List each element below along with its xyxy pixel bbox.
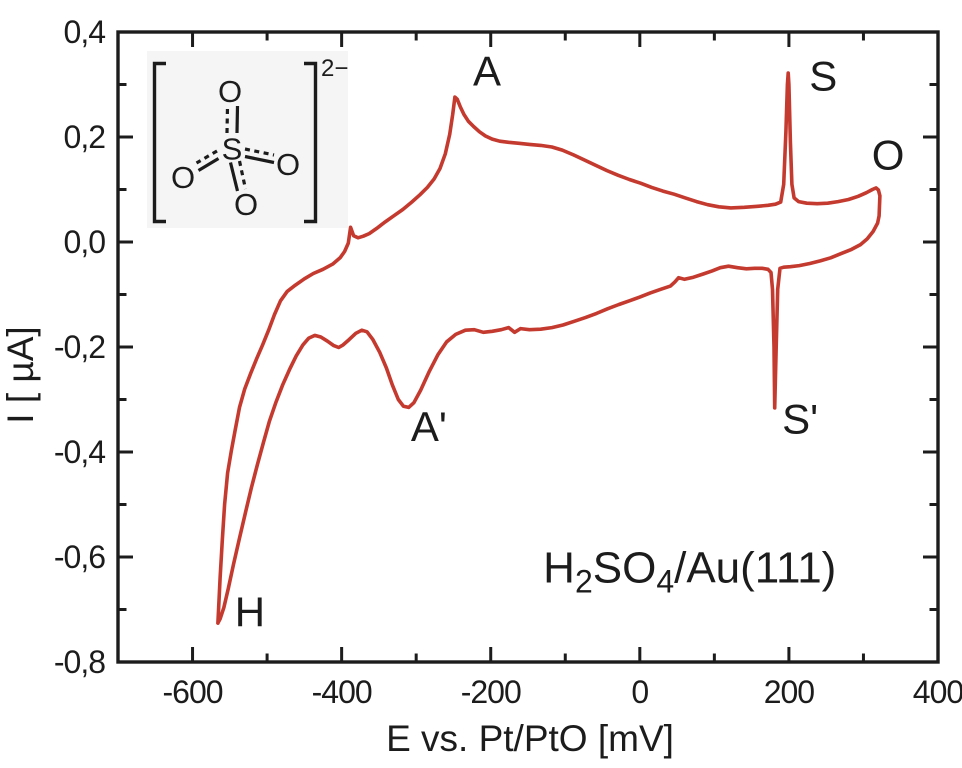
sample-label: H2SO4/Au(111): [543, 544, 836, 600]
y-tick-label: 0,2: [64, 119, 106, 155]
bond-s-o-left-dashed: [195, 149, 218, 165]
y-tick-label: 0,0: [64, 224, 106, 260]
sample-label-group: H2SO4/Au(111): [543, 544, 836, 600]
x-tick-label: -200: [461, 674, 521, 710]
x-tick-label: -600: [163, 674, 223, 710]
bond-s-o-right-dashed: [244, 147, 275, 157]
bond-s-o-top-solid: [235, 105, 240, 134]
bracket-left: [152, 61, 166, 224]
x-axis-title: E vs. Pt/PtO [mV]: [386, 718, 674, 759]
peak-labels: A SOS'A'H: [235, 47, 905, 635]
bond-s-o-top-dashed: [225, 105, 230, 134]
x-tick-label: 400: [913, 674, 962, 710]
charge-label: 2−: [321, 55, 348, 82]
x-tick-label: 0: [631, 674, 648, 710]
x-tick-labels: -600 -400 -200 0 200 400: [163, 674, 962, 710]
y-tick-labels: 0,4 0,2 0,0 -0,2 -0,4 -0,6 -0,8: [54, 14, 106, 680]
cv-curve-group: [216, 71, 882, 625]
y-axis-title: I [ µA]: [0, 326, 41, 423]
peak-label-S-prime: S': [782, 395, 818, 442]
bond-s-o-bottom-solid: [228, 162, 240, 192]
sulfate-inset: 2− O S O O O: [147, 51, 348, 228]
bond-s-o-left-solid: [197, 157, 220, 172]
y-tick-label: -0,6: [54, 539, 105, 575]
cv-curve: [216, 71, 882, 625]
x-tick-label: -400: [312, 674, 372, 710]
peak-label-S: S: [809, 53, 837, 100]
atom-o-right: O: [276, 147, 300, 182]
peak-label-O: O: [872, 131, 905, 178]
peak-label-A-prime: A': [411, 403, 447, 450]
x-tick-label: 200: [764, 674, 815, 710]
bond-s-o-bottom-dashed: [237, 160, 248, 190]
atom-o-bottom: O: [234, 187, 258, 222]
y-tick-label: -0,2: [54, 329, 105, 365]
bracket-right: [304, 61, 318, 224]
atom-s: S: [222, 132, 243, 167]
peak-label-H: H: [235, 589, 265, 636]
atom-o-left: O: [171, 160, 195, 195]
axis-ticks: [118, 30, 940, 664]
peak-label-A: A: [473, 47, 501, 94]
y-tick-label: 0,4: [64, 14, 106, 50]
y-tick-label: -0,8: [54, 644, 105, 680]
bond-s-o-right-solid: [244, 154, 275, 165]
y-tick-label: -0,4: [54, 434, 105, 470]
atom-o-top: O: [218, 74, 242, 109]
